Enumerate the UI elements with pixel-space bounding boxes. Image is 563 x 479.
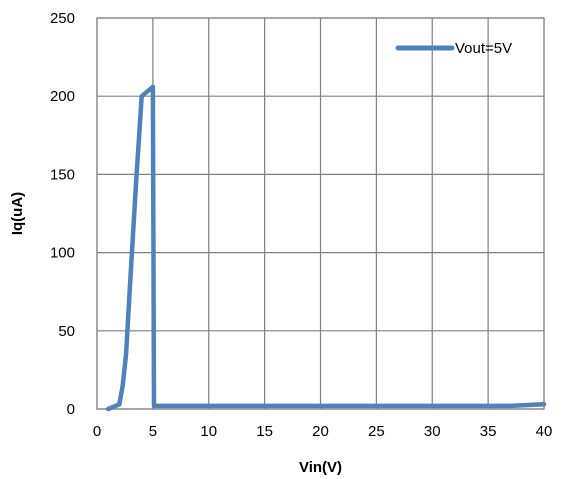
legend: Vout=5V bbox=[395, 40, 512, 57]
x-tick-label-4: 20 bbox=[312, 423, 329, 440]
y-axis-tick-labels: 0 50 100 150 200 250 bbox=[50, 10, 75, 418]
plot-area-border bbox=[96, 17, 545, 410]
x-tick-label-6: 30 bbox=[424, 423, 441, 440]
y-tick-label-0: 0 bbox=[67, 401, 75, 418]
series-layer bbox=[105, 84, 547, 412]
series-line-0 bbox=[105, 84, 547, 412]
x-axis-tick-labels: 0 5 10 15 20 25 30 35 40 bbox=[93, 423, 553, 440]
x-axis-title: Vin(V) bbox=[299, 459, 342, 476]
x-tick-label-1: 5 bbox=[149, 423, 157, 440]
x-tick-label-2: 10 bbox=[200, 423, 217, 440]
y-tick-label-1: 50 bbox=[58, 323, 75, 340]
x-tick-label-0: 0 bbox=[93, 423, 101, 440]
y-tick-label-4: 200 bbox=[50, 88, 75, 105]
x-tick-label-7: 35 bbox=[480, 423, 497, 440]
x-tick-label-3: 15 bbox=[256, 423, 273, 440]
legend-label-vout-5v: Vout=5V bbox=[455, 40, 512, 57]
x-tick-label-8: 40 bbox=[536, 423, 553, 440]
x-tick-label-5: 25 bbox=[368, 423, 385, 440]
y-tick-label-5: 250 bbox=[50, 10, 75, 27]
y-axis-title: Iq(uA) bbox=[9, 192, 26, 235]
y-tick-label-3: 150 bbox=[50, 166, 75, 183]
y-tick-label-2: 100 bbox=[50, 245, 75, 262]
